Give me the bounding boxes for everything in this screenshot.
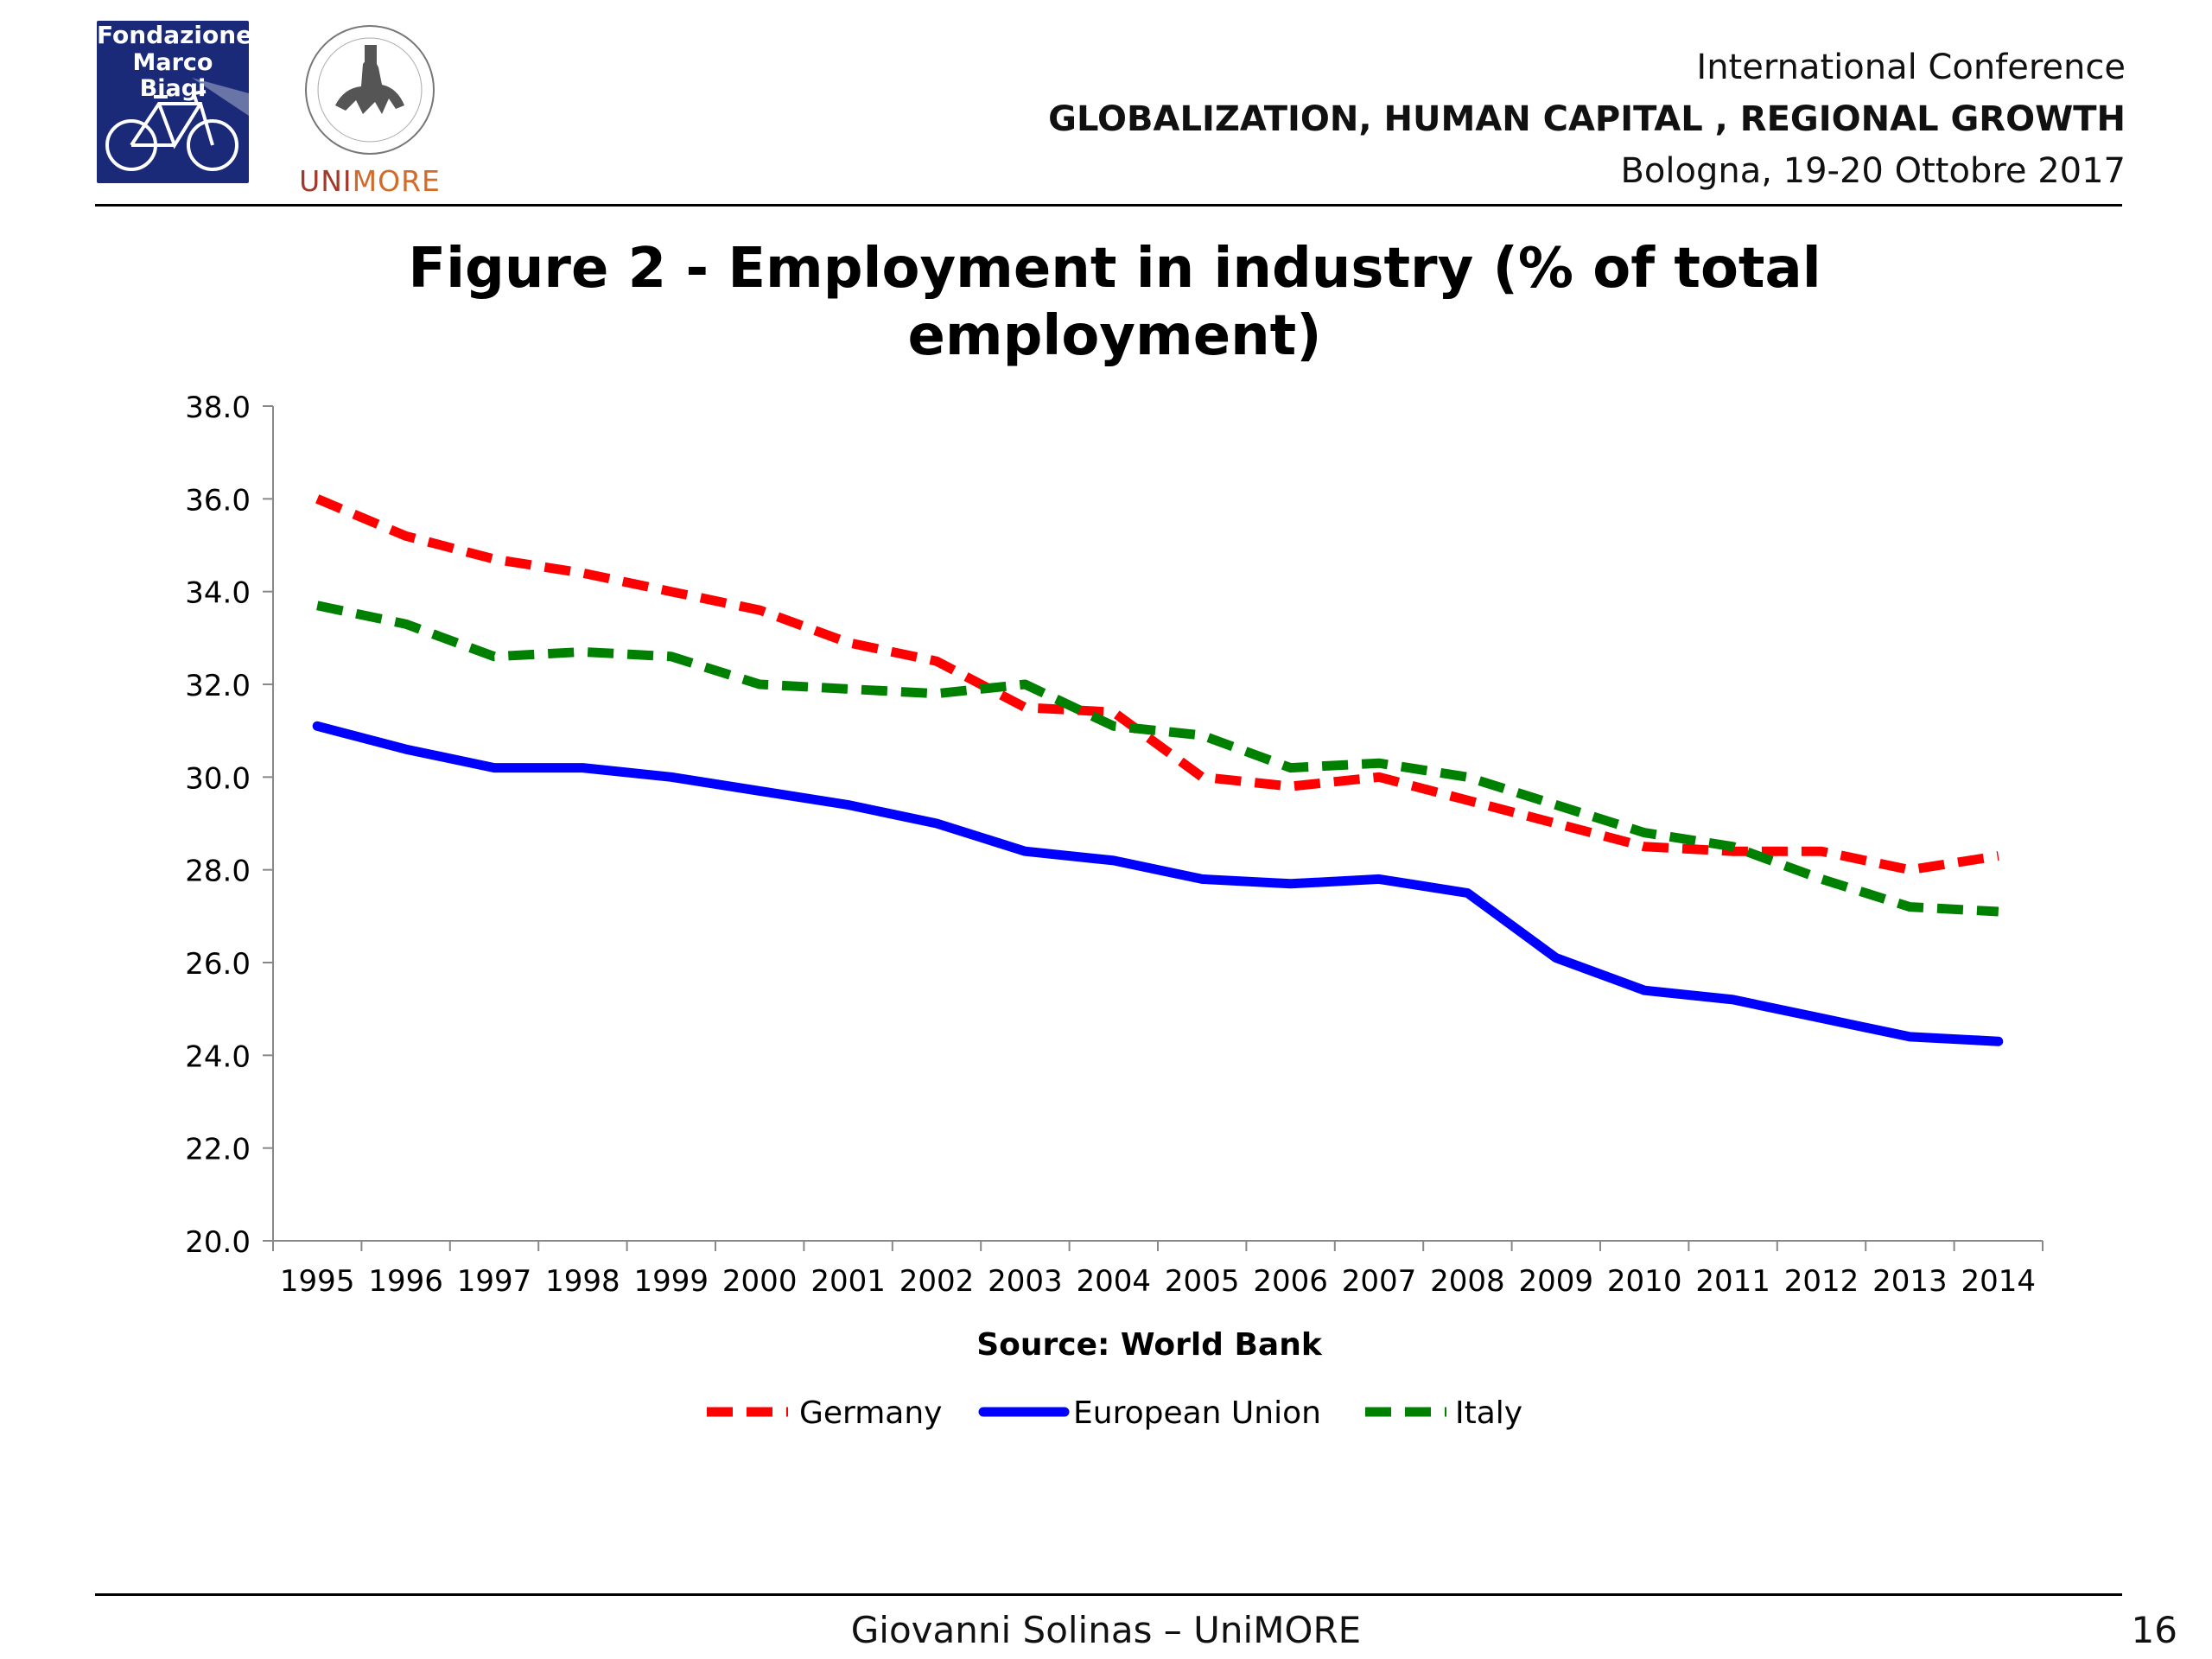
x-tick-label: 2009 [1519, 1264, 1594, 1299]
x-tick-label: 2008 [1430, 1264, 1505, 1299]
bicycle-icon [105, 78, 249, 171]
series-line-italy [316, 601, 1999, 917]
fondazione-marco-biagi-logo: Fondazione Marco Biagi [97, 21, 253, 183]
line-chart: 20.0 22.0 24.0 26.0 28.0 30.0 32.0 34.0 36.0 38.0… [185, 391, 2044, 1431]
conference-title: GLOBALIZATION, HUMAN CAPITAL , REGIONAL … [1048, 99, 2126, 139]
chart-source: Source: World Bank [976, 1327, 1323, 1363]
footer-divider [95, 1593, 2122, 1596]
conference-date: Bologna, 19-20 Ottobre 2017 [1620, 151, 2126, 191]
x-tick-label: 2010 [1607, 1264, 1682, 1299]
page-number: 16 [2131, 1609, 2177, 1651]
conference-type: International Conference [1696, 48, 2126, 87]
y-tick-label: 38.0 [185, 391, 251, 425]
x-tick-label: 2003 [988, 1264, 1063, 1299]
unimore-prefix: UNI [299, 164, 353, 198]
legend-label-germany: Germany [799, 1395, 942, 1431]
x-tick-label: 1996 [368, 1264, 443, 1299]
x-tick-label: 2012 [1784, 1264, 1859, 1299]
y-tick-label: 32.0 [185, 669, 251, 703]
figure-title-line-2: employment) [907, 304, 1322, 368]
x-tick-label: 2013 [1872, 1264, 1948, 1299]
x-tick-label: 1995 [280, 1264, 355, 1299]
y-tick-label: 36.0 [185, 483, 251, 518]
footer-author: Giovanni Solinas – UniMORE [850, 1609, 1362, 1651]
unimore-logo: UNIMORE [292, 19, 448, 198]
figure-title: Figure 2 - Employment in industry (% of … [372, 235, 1858, 370]
x-tick-label: 2002 [899, 1264, 975, 1299]
x-tick-label: 2014 [1961, 1264, 2037, 1299]
unimore-wordmark: UNIMORE [292, 164, 448, 198]
unimore-suffix: MORE [352, 164, 441, 198]
logo-line-1: Fondazione [97, 21, 253, 49]
x-tick-label: 1998 [545, 1264, 620, 1299]
y-tick-label: 28.0 [185, 855, 251, 889]
x-tick-label: 1997 [457, 1264, 532, 1299]
x-tick-label: 2011 [1695, 1264, 1770, 1299]
y-tick-label: 20.0 [185, 1225, 251, 1260]
header-divider [95, 204, 2122, 207]
y-tick-label: 26.0 [185, 947, 251, 982]
x-tick-label: 2006 [1253, 1264, 1328, 1299]
x-tick-label: 2004 [1077, 1264, 1152, 1299]
series-line-european-union [312, 721, 2004, 1046]
y-tick-label: 22.0 [185, 1133, 251, 1167]
x-tick-label: 1999 [634, 1264, 709, 1299]
series-line-germany [315, 494, 1999, 875]
y-tick-label: 34.0 [185, 576, 251, 611]
x-tick-label: 2005 [1165, 1264, 1240, 1299]
x-tick-label: 2001 [810, 1264, 886, 1299]
legend-label-european-union: European Union [1073, 1395, 1321, 1431]
y-tick-label: 30.0 [185, 761, 251, 796]
x-tick-label: 2007 [1342, 1264, 1417, 1299]
legend-label-italy: Italy [1455, 1395, 1522, 1431]
conference-info: International Conference GLOBALIZATION, … [1048, 41, 2126, 197]
university-seal-icon [305, 25, 435, 155]
y-tick-label: 24.0 [185, 1039, 251, 1074]
figure-title-line-1: Figure 2 - Employment in industry (% of … [408, 237, 1821, 301]
x-tick-label: 2000 [722, 1264, 798, 1299]
